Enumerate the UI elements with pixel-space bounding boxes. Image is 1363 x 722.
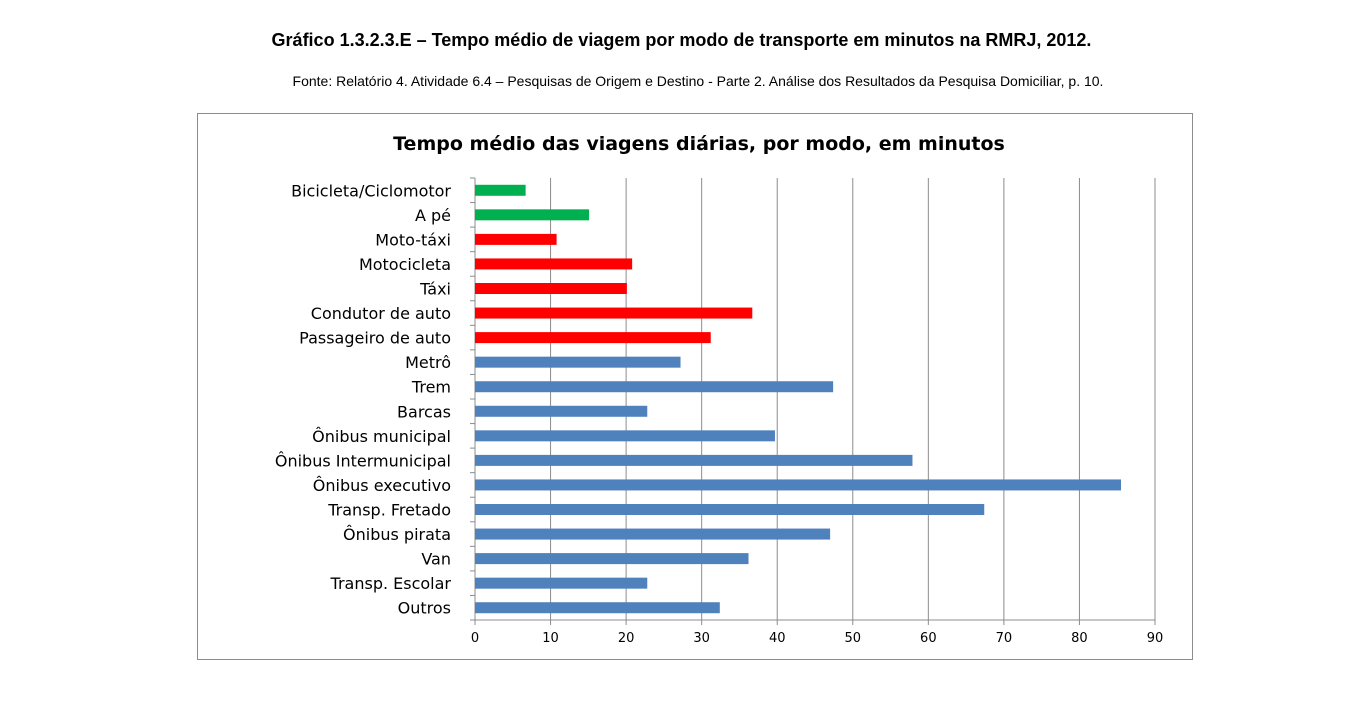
bar [475,258,632,269]
x-tick-label: 90 [1147,631,1164,646]
category-label: Condutor de auto [311,304,451,323]
category-labels: Bicicleta/Ciclomotor A pé Moto-táxi Motocic… [275,181,452,617]
bar [475,504,984,515]
category-label: Ônibus executivo [313,476,451,495]
x-tick-label: 20 [618,631,635,646]
bar [475,553,749,564]
category-label: Transp. Fretado [327,501,451,520]
x-tick-label: 60 [920,631,937,646]
chart-title: Tempo médio das viagens diárias, por mod… [393,133,1005,155]
bar [475,455,912,466]
category-label: Táxi [419,280,451,299]
bar [475,406,647,417]
category-label: Moto-táxi [375,230,451,249]
bars [475,185,1121,613]
bar [475,529,830,540]
bar [475,283,627,294]
x-tick-label: 0 [471,631,479,646]
category-label: Bicicleta/Ciclomotor [291,181,451,200]
bar [475,381,833,392]
category-label: Transp. Escolar [330,574,452,593]
bar [475,479,1121,490]
x-tick-label: 70 [996,631,1013,646]
category-label: Van [421,550,451,569]
bar [475,234,557,245]
category-label: A pé [415,206,451,225]
category-label: Ônibus pirata [343,525,451,544]
category-label: Motocicleta [359,255,451,274]
bar [475,332,711,343]
bar [475,578,647,589]
bar [475,602,720,613]
bar [475,430,775,441]
category-label: Barcas [397,402,451,421]
bar [475,357,681,368]
category-label: Metrô [405,353,451,372]
x-tick-label: 10 [542,631,559,646]
category-label: Ônibus Intermunicipal [275,451,451,470]
bar [475,209,589,220]
category-label: Ônibus municipal [312,427,451,446]
x-tick-label: 50 [845,631,862,646]
x-tick-label: 80 [1071,631,1088,646]
category-label: Outros [398,599,451,618]
x-tick-labels: 0 10 20 30 40 50 60 70 80 90 [471,631,1163,646]
bar [475,308,752,319]
category-label: Trem [411,378,451,397]
bar [475,185,526,196]
x-tick-label: 30 [693,631,710,646]
category-label: Passageiro de auto [299,329,451,348]
x-tick-label: 40 [769,631,786,646]
